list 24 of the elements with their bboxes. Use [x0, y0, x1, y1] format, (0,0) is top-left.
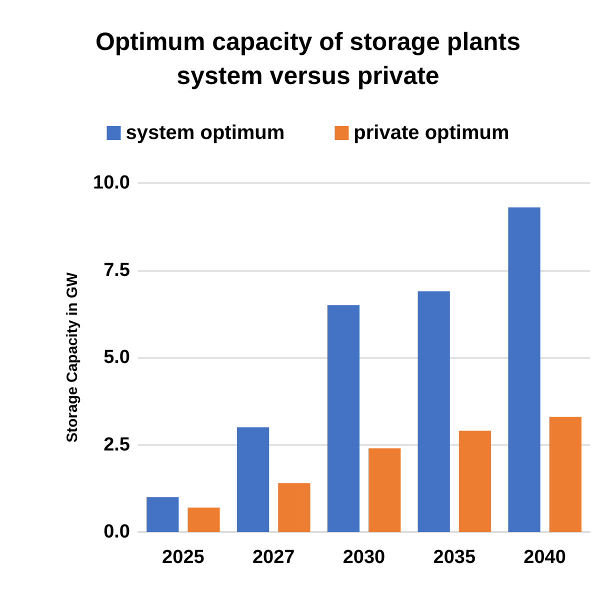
bar [327, 305, 360, 532]
bar [278, 483, 310, 532]
bar [418, 291, 450, 532]
x-tick-label: 2040 [524, 547, 566, 568]
y-axis-title: Storage Capacity in GW [64, 272, 81, 443]
y-tick-label: 5.0 [104, 347, 130, 368]
bar [236, 427, 270, 532]
y-tick-label: 0.0 [104, 522, 130, 542]
x-tick-label: 2027 [252, 547, 295, 568]
chart-title: Optimum capacity of storage plants system versus private [95, 28, 521, 90]
bar [188, 508, 220, 532]
x-tick-label: 2030 [342, 547, 386, 568]
legend-label: system optimum [126, 122, 285, 144]
y-tick-label: 2.5 [104, 434, 130, 456]
y-tick-label: 10.0 [93, 172, 130, 194]
bar [146, 497, 179, 532]
bar [368, 448, 401, 532]
bar [508, 207, 540, 532]
bar [549, 416, 582, 532]
bar [458, 430, 492, 532]
y-tick-label: 7.5 [104, 260, 130, 281]
x-tick-label: 2025 [162, 547, 205, 568]
x-tick-label: 2035 [433, 547, 476, 568]
legend-label: private optimum [354, 122, 510, 144]
